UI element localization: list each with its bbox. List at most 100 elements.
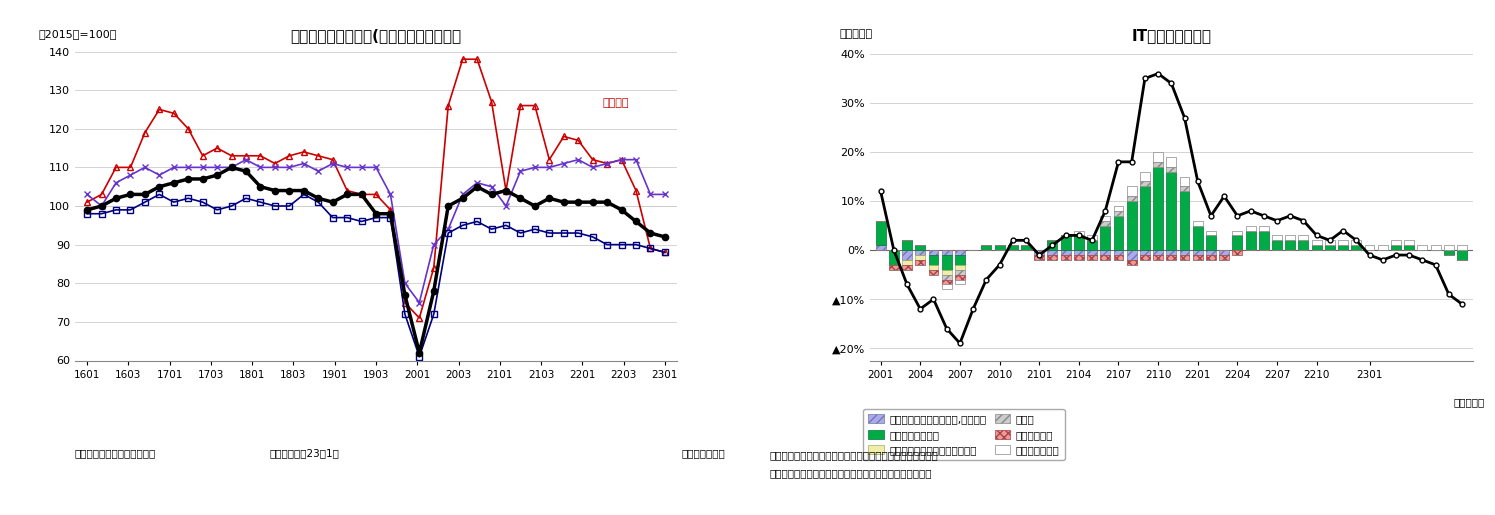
Bar <box>1259 226 1269 231</box>
Bar <box>1180 186 1190 191</box>
Bar <box>1272 241 1283 250</box>
Bar <box>1390 245 1401 250</box>
Bar <box>1073 250 1084 255</box>
Bar <box>1311 241 1322 245</box>
Bar <box>1114 216 1123 250</box>
Bar <box>1048 250 1057 255</box>
Bar <box>1272 235 1283 241</box>
Bar <box>1193 221 1202 226</box>
Bar <box>1141 250 1150 255</box>
Bar <box>1114 250 1123 255</box>
Bar <box>1060 250 1070 255</box>
Bar <box>1180 250 1190 255</box>
Bar <box>1087 250 1097 255</box>
Bar <box>1021 245 1032 250</box>
Bar <box>942 270 952 274</box>
Bar <box>1141 181 1150 186</box>
Bar <box>1351 245 1362 250</box>
Bar <box>1220 255 1229 260</box>
Bar <box>1180 255 1190 260</box>
Bar <box>955 255 964 265</box>
Bar <box>1087 241 1097 250</box>
Bar <box>994 245 1005 250</box>
Text: EU向け: EU向け <box>975 159 1003 169</box>
Bar <box>1073 235 1084 250</box>
Text: （資料）財務省「貿易統計」、日本銀行「企業物価指数」: （資料）財務省「貿易統計」、日本銀行「企業物価指数」 <box>770 469 933 478</box>
Bar <box>1444 250 1453 255</box>
Text: 中国向け: 中国向け <box>602 97 629 108</box>
Bar <box>1390 241 1401 245</box>
Bar <box>915 250 925 255</box>
Bar <box>1193 255 1202 260</box>
Bar <box>1338 245 1348 250</box>
Bar <box>928 270 939 274</box>
Bar <box>981 245 991 250</box>
Text: （前年比）: （前年比） <box>840 29 873 39</box>
Text: （2015年=100）: （2015年=100） <box>39 29 117 39</box>
Bar <box>955 274 964 280</box>
Bar <box>901 260 912 265</box>
Bar <box>1073 231 1084 235</box>
Bar <box>1232 250 1242 255</box>
Bar <box>901 241 912 250</box>
Bar <box>1060 255 1070 260</box>
Bar <box>1127 186 1136 196</box>
Bar <box>942 250 952 255</box>
Bar <box>1127 201 1136 250</box>
Bar <box>876 221 885 245</box>
Bar <box>1127 260 1136 265</box>
Bar <box>1286 241 1295 250</box>
Bar <box>1444 245 1453 250</box>
Title: IT関連輸出の推移: IT関連輸出の推移 <box>1132 28 1211 43</box>
Bar <box>1299 235 1308 241</box>
Bar <box>1404 241 1414 245</box>
Bar <box>1035 255 1044 260</box>
Bar <box>1166 255 1177 260</box>
Bar <box>1245 226 1256 231</box>
Bar <box>901 250 912 260</box>
Bar <box>1087 255 1097 260</box>
Text: 米国向け: 米国向け <box>912 260 939 270</box>
Bar <box>1114 206 1123 211</box>
Bar <box>942 255 952 270</box>
Bar <box>1193 226 1202 250</box>
Bar <box>1193 250 1202 255</box>
Bar <box>1325 245 1335 250</box>
Text: （年・四半期）: （年・四半期） <box>682 448 725 458</box>
Bar <box>915 245 925 250</box>
Bar <box>1166 157 1177 167</box>
Bar <box>1141 171 1150 181</box>
Bar <box>1351 241 1362 245</box>
Bar <box>1431 245 1441 250</box>
Bar <box>1365 245 1374 250</box>
Bar <box>1245 231 1256 250</box>
Bar <box>1458 250 1467 260</box>
Bar <box>1286 235 1295 241</box>
Bar <box>1114 255 1123 260</box>
Bar <box>890 250 898 265</box>
Bar <box>1048 241 1057 250</box>
Bar <box>876 245 885 250</box>
Bar <box>1180 177 1190 186</box>
Bar <box>1127 196 1136 201</box>
Bar <box>1100 216 1111 221</box>
Bar <box>1180 191 1190 250</box>
Bar <box>1100 250 1111 255</box>
Bar <box>1206 255 1215 260</box>
Bar <box>1232 231 1242 235</box>
Bar <box>1141 186 1150 250</box>
Bar <box>1206 235 1215 250</box>
Bar <box>1153 162 1163 167</box>
Text: （注）直近は23年1月: （注）直近は23年1月 <box>269 448 339 458</box>
Bar <box>1008 245 1018 250</box>
Bar <box>1417 245 1428 250</box>
Bar <box>1073 255 1084 260</box>
Bar <box>1166 167 1177 171</box>
Bar <box>1153 167 1163 250</box>
Text: （資料）財務省「貿易統計」: （資料）財務省「貿易統計」 <box>75 448 155 458</box>
Bar <box>955 270 964 274</box>
Title: 地域別輸出数量指数(季節調整値）の推移: 地域別輸出数量指数(季節調整値）の推移 <box>290 28 462 43</box>
Bar <box>1220 250 1229 255</box>
Bar <box>928 250 939 255</box>
Bar <box>1311 245 1322 250</box>
